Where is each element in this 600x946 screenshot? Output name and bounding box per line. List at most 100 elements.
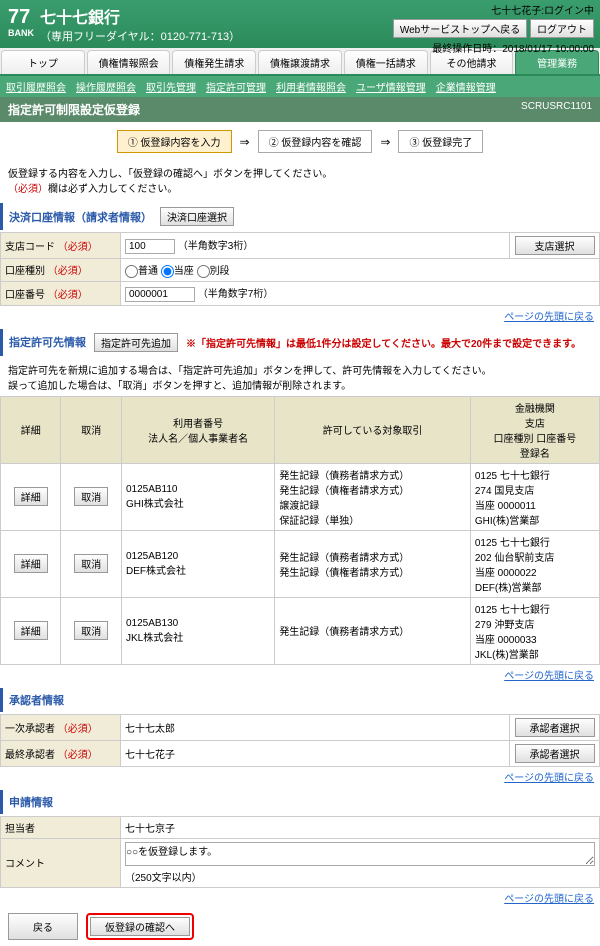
note-line-1: 仮登録する内容を入力し、「仮登録の確認へ」ボタンを押してください。 xyxy=(8,165,592,180)
confirm-button[interactable]: 仮登録の確認へ xyxy=(90,917,190,936)
label-tantou: 担当者 xyxy=(1,816,121,838)
label-approver-2: 最終承認者 xyxy=(5,750,55,761)
step-3: ③ 仮登録完了 xyxy=(398,130,483,153)
bank-logo: 77 BANK xyxy=(8,6,34,38)
section-request: 申請情報 xyxy=(0,790,600,814)
approver-2-value: 七十七花子 xyxy=(121,740,510,766)
table-row: 詳細 取消 0125AB120DEF株式会社発生記録（債務者請求方式） 発生記録（債… xyxy=(1,530,600,597)
web-top-button[interactable]: Webサービストップへ戻る xyxy=(393,19,527,38)
back-to-top-link[interactable]: ページの先頭に戻る xyxy=(504,894,594,905)
row-bank: 0125 七十七銀行 279 沖野支店 当座 0000033 JKL(株)営業部 xyxy=(470,597,599,664)
return-button[interactable]: 戻る xyxy=(8,913,78,940)
cancel-row-button[interactable]: 取消 xyxy=(74,554,108,573)
required-mark: （必須） xyxy=(58,724,98,735)
comment-textarea[interactable]: ○○を仮登録します。 xyxy=(125,842,595,866)
user-info: 七十七花子:ログイン中 xyxy=(393,2,594,17)
select-approver-2-button[interactable]: 承認者選択 xyxy=(515,744,595,763)
tab-3[interactable]: 債権譲渡請求 xyxy=(258,50,342,74)
header-right: 七十七花子:ログイン中 Webサービストップへ戻る ログアウト 最終操作日時：2… xyxy=(393,2,594,57)
row-tx: 発生記録（債務者請求方式） 発生記録（債権者請求方式） 譲渡記録 保証記録（単独… xyxy=(275,463,471,530)
row-user: 0125AB120DEF株式会社 xyxy=(121,530,274,597)
header: 77 BANK 七十七銀行 （専用フリーダイヤル：0120-771-713） 七… xyxy=(0,0,600,48)
tab-2[interactable]: 債権発生請求 xyxy=(172,50,256,74)
hint-account: （半角数字7桁） xyxy=(198,289,274,300)
section-title: 承認者情報 xyxy=(9,692,64,708)
account-num-input[interactable] xyxy=(125,287,195,302)
account-table: 支店コード （必須） （半角数字3桁） 支店選択 口座種別 （必須） 普通 当座… xyxy=(0,232,600,306)
approver-table: 一次承認者 （必須） 七十七太郎 承認者選択 最終承認者 （必須） 七十七花子 … xyxy=(0,714,600,767)
col-header: 詳細 xyxy=(1,396,61,463)
col-header: 許可している対象取引 xyxy=(275,396,471,463)
logout-button[interactable]: ログアウト xyxy=(530,19,594,38)
label-approver-1: 一次承認者 xyxy=(5,724,55,735)
step-1: ① 仮登録内容を入力 xyxy=(117,130,232,153)
tantou-value: 七十七京子 xyxy=(121,816,600,838)
detail-button[interactable]: 詳細 xyxy=(14,487,48,506)
subtab-5[interactable]: ユーザ情報管理 xyxy=(356,79,426,94)
page-title-bar: 指定許可制限設定仮登録 SCRUSRC1101 xyxy=(0,97,600,122)
tab-1[interactable]: 債権情報照会 xyxy=(87,50,171,74)
permit-note-1: 指定許可先を新規に追加する場合は、「指定許可先追加」ボタンを押して、許可先情報を… xyxy=(8,362,592,377)
branch-code-input[interactable] xyxy=(125,239,175,254)
sub-tabs: 取引履歴照会操作履歴照会取引先管理指定許可管理利用者情報照会ユーザ情報管理企業情… xyxy=(0,76,600,97)
row-tx: 発生記録（債務者請求方式） 発生記録（債権者請求方式） xyxy=(275,530,471,597)
table-row: 詳細 取消 0125AB130JKL株式会社発生記録（債務者請求方式）0125 七十… xyxy=(1,597,600,664)
page-code: SCRUSRC1101 xyxy=(521,101,592,118)
label-branch-code: 支店コード xyxy=(5,242,55,253)
add-permit-button[interactable]: 指定許可先追加 xyxy=(94,333,178,352)
tab-0[interactable]: トップ xyxy=(1,50,85,74)
select-account-button[interactable]: 決済口座選択 xyxy=(160,207,234,226)
permit-note-2: 誤って追加した場合は、「取消」ボタンを押すと、追加情報が削除されます。 xyxy=(8,377,592,392)
permit-note: 指定許可先を新規に追加する場合は、「指定許可先追加」ボタンを押して、許可先情報を… xyxy=(0,358,600,396)
label-comment: コメント xyxy=(1,838,121,887)
radio-betsudan[interactable]: 別段 xyxy=(197,266,230,277)
section-permit: 指定許可先情報 指定許可先追加 ※「指定許可先情報」は最低1件分は設定してくださ… xyxy=(0,329,600,356)
step-2: ② 仮登録内容を確認 xyxy=(258,130,373,153)
section-title: 指定許可先情報 xyxy=(9,334,86,350)
required-mark: （必須） xyxy=(48,266,88,277)
section-title: 決済口座情報（請求者情報） xyxy=(9,209,152,225)
cancel-row-button[interactable]: 取消 xyxy=(74,487,108,506)
select-branch-button[interactable]: 支店選択 xyxy=(515,236,595,255)
subtab-1[interactable]: 操作履歴照会 xyxy=(76,79,136,94)
col-header: 取消 xyxy=(61,396,121,463)
subtab-3[interactable]: 指定許可管理 xyxy=(206,79,266,94)
required-mark: （必須） xyxy=(48,290,88,301)
subtab-4[interactable]: 利用者情報照会 xyxy=(276,79,346,94)
page-title: 指定許可制限設定仮登録 xyxy=(8,101,140,118)
back-to-top-link[interactable]: ページの先頭に戻る xyxy=(504,773,594,784)
permit-table: 詳細取消利用者番号 法人名／個人事業者名許可している対象取引金融機関 支店 口座… xyxy=(0,396,600,665)
radio-touza[interactable]: 当座 xyxy=(161,266,194,277)
row-user: 0125AB130JKL株式会社 xyxy=(121,597,274,664)
red-note: ※「指定許可先情報」は最低1件分は設定してください。最大で20件まで設定できます… xyxy=(186,335,581,350)
bank-small: BANK xyxy=(8,29,34,38)
subtab-0[interactable]: 取引履歴照会 xyxy=(6,79,66,94)
label-account-num: 口座番号 xyxy=(5,290,45,301)
approver-1-value: 七十七太郎 xyxy=(121,714,510,740)
back-to-top-link[interactable]: ページの先頭に戻る xyxy=(504,312,594,323)
table-row: 詳細 取消 0125AB110GHI株式会社発生記録（債務者請求方式） 発生記録（債… xyxy=(1,463,600,530)
arrow-icon: ⇒ xyxy=(240,135,250,149)
dial: （専用フリーダイヤル：0120-771-713） xyxy=(40,28,240,44)
row-user: 0125AB110GHI株式会社 xyxy=(121,463,274,530)
row-tx: 発生記録（債務者請求方式） xyxy=(275,597,471,664)
note-line-2: 欄は必ず入力してください。 xyxy=(48,184,177,195)
instruction-note: 仮登録する内容を入力し、「仮登録の確認へ」ボタンを押してください。 （必須）欄は… xyxy=(0,161,600,199)
bank-number: 77 xyxy=(8,6,30,28)
col-header: 利用者番号 法人名／個人事業者名 xyxy=(121,396,274,463)
subtab-6[interactable]: 企業情報管理 xyxy=(436,79,496,94)
row-bank: 0125 七十七銀行 274 国見支店 当座 0000011 GHI(株)営業部 xyxy=(470,463,599,530)
required-mark: （必須） xyxy=(58,242,98,253)
detail-button[interactable]: 詳細 xyxy=(14,554,48,573)
hint-branch: （半角数字3桁） xyxy=(178,241,254,252)
section-approver: 承認者情報 xyxy=(0,688,600,712)
select-approver-1-button[interactable]: 承認者選択 xyxy=(515,718,595,737)
section-title: 申請情報 xyxy=(9,794,53,810)
radio-futsuu[interactable]: 普通 xyxy=(125,266,158,277)
comment-hint: （250文字以内） xyxy=(125,869,595,884)
subtab-2[interactable]: 取引先管理 xyxy=(146,79,196,94)
col-header: 金融機関 支店 口座種別 口座番号 登録名 xyxy=(470,396,599,463)
required-mark: （必須） xyxy=(58,750,98,761)
cancel-row-button[interactable]: 取消 xyxy=(74,621,108,640)
detail-button[interactable]: 詳細 xyxy=(14,621,48,640)
